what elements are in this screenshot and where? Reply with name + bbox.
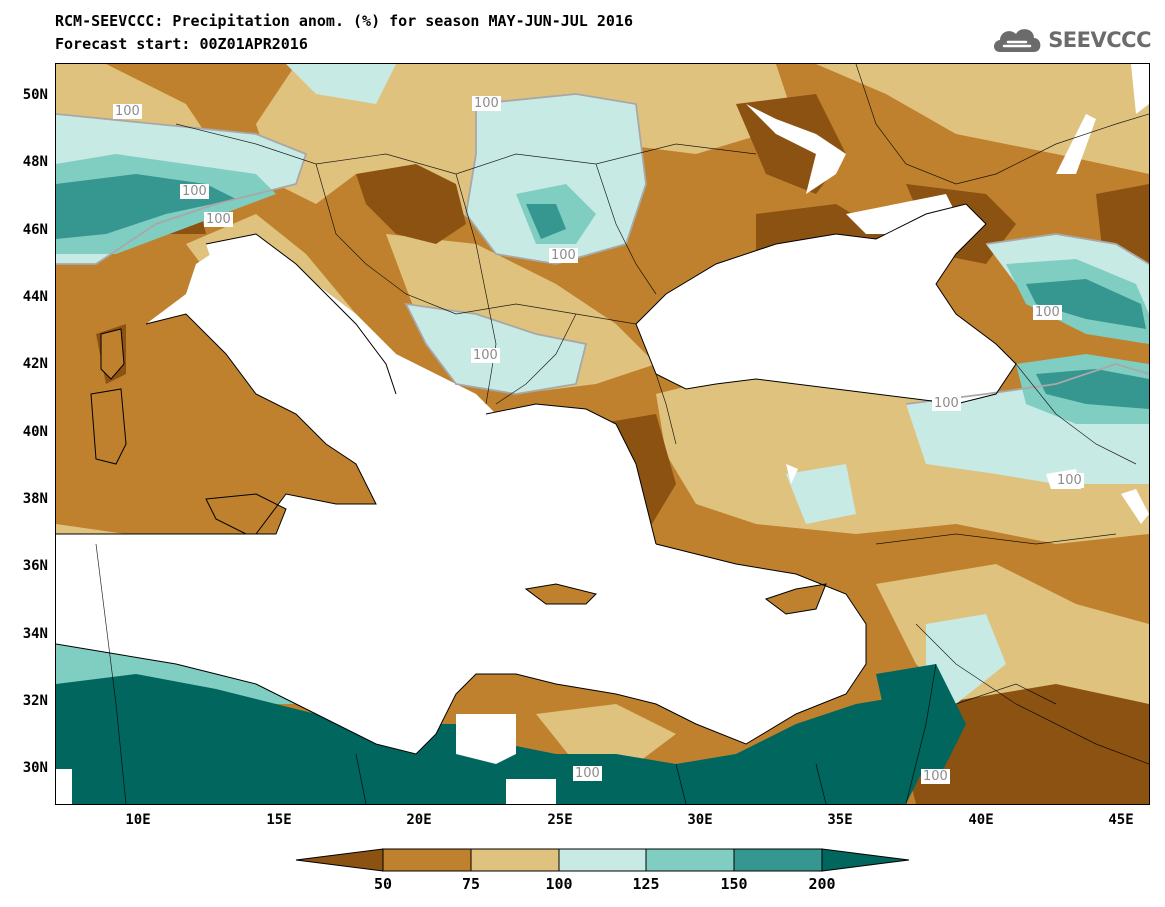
- corsica: [100, 328, 125, 380]
- mediterranean-sea: [56, 244, 866, 754]
- colorbar-label-75: 75: [461, 875, 481, 893]
- lat-label-36n: 36N: [22, 558, 48, 574]
- lon-label-45e: 45E: [1108, 812, 1134, 828]
- lat-label-46n: 46N: [22, 222, 48, 238]
- lat-label-44n: 44N: [22, 289, 48, 305]
- map-area: [55, 63, 1150, 805]
- contour-label: 100: [932, 396, 961, 411]
- islands: [90, 328, 827, 615]
- lat-label-40n: 40N: [22, 424, 48, 440]
- colorbar-label-100: 100: [545, 875, 573, 893]
- coastlines: [56, 203, 1017, 755]
- lon-label-20e: 20E: [406, 812, 432, 828]
- sea-of-azov: [846, 194, 956, 234]
- contour-label: 100: [204, 212, 233, 227]
- colorbar-label-50: 50: [373, 875, 393, 893]
- colorbar-label-200: 200: [808, 875, 836, 893]
- lat-label-42n: 42N: [22, 356, 48, 372]
- lon-label-15e: 15E: [266, 812, 292, 828]
- lon-label-10e: 10E: [125, 812, 151, 828]
- colorbar-bin-below-50: [295, 848, 384, 872]
- lat-label-38n: 38N: [22, 491, 48, 507]
- contour-label: 100: [113, 104, 142, 119]
- colorbar-bin-125-150: [645, 848, 735, 872]
- lat-label-32n: 32N: [22, 693, 48, 709]
- colorbar: [295, 848, 910, 872]
- lat-label-34n: 34N: [22, 626, 48, 642]
- lat-label-30n: 30N: [22, 760, 48, 776]
- cloud-logo-icon: [994, 29, 1041, 52]
- colorbar-bin-150-200: [733, 848, 823, 872]
- colorbar-label-125: 125: [632, 875, 660, 893]
- black-sea: [636, 204, 1016, 404]
- sea-areas: [56, 64, 1149, 804]
- lat-label-50n: 50N: [22, 87, 48, 103]
- chart-title: RCM-SEEVCCC: Precipitation anom. (%) for…: [55, 12, 633, 30]
- lat-label-48n: 48N: [22, 154, 48, 170]
- lon-label-25e: 25E: [547, 812, 573, 828]
- forecast-start-label: Forecast start: 00Z01APR2016: [55, 35, 308, 53]
- contour-label: 100: [921, 769, 950, 784]
- logo-text: SEEVCCC: [1048, 28, 1151, 52]
- map-svg: [56, 64, 1149, 804]
- contour-label: 100: [573, 766, 602, 781]
- adriatic-sea: [206, 234, 396, 394]
- contour-label: 100: [471, 348, 500, 363]
- aegean-sea: [486, 404, 656, 544]
- colorbar-bin-100-125: [558, 848, 647, 872]
- anomaly-above-200-areas: [56, 664, 966, 804]
- contour-label: 100: [180, 184, 209, 199]
- crete: [524, 583, 597, 605]
- contour-label: 100: [1055, 473, 1084, 488]
- sardinia: [90, 388, 127, 465]
- lon-label-30e: 30E: [687, 812, 713, 828]
- sicily: [205, 493, 287, 535]
- colorbar-bin-75-100: [470, 848, 560, 872]
- contour-label: 100: [472, 96, 501, 111]
- country-borders: [95, 64, 1149, 804]
- lon-label-35e: 35E: [827, 812, 853, 828]
- colorbar-label-150: 150: [720, 875, 748, 893]
- lon-label-40e: 40E: [968, 812, 994, 828]
- colorbar-bin-above-200: [821, 848, 910, 872]
- colorbar-bin-50-75: [382, 848, 472, 872]
- contour-label: 100: [549, 248, 578, 263]
- contour-label: 100: [1033, 305, 1062, 320]
- cyprus: [764, 583, 827, 615]
- seevccc-logo: SEEVCCC: [990, 22, 1151, 58]
